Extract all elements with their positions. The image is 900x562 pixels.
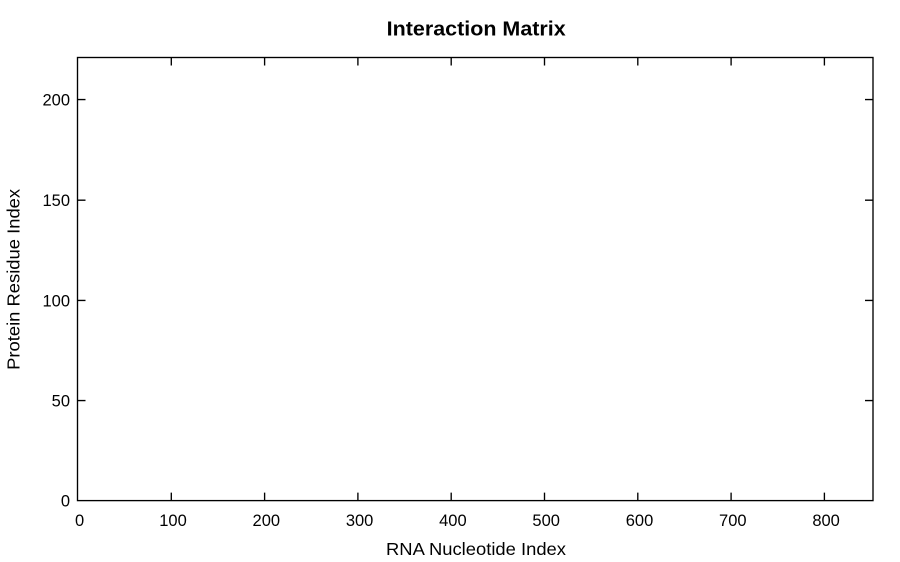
svg-text:Protein Residue Index: Protein Residue Index [4,189,24,370]
svg-text:400: 400 [439,512,467,530]
svg-text:200: 200 [253,512,281,530]
svg-text:800: 800 [812,512,840,530]
svg-text:300: 300 [346,512,374,530]
svg-text:200: 200 [42,92,70,110]
svg-text:RNA Nucleotide Index: RNA Nucleotide Index [386,539,566,559]
svg-text:0: 0 [61,493,70,511]
svg-text:100: 100 [159,512,187,530]
svg-text:100: 100 [42,292,70,310]
svg-text:150: 150 [42,192,70,210]
svg-text:50: 50 [52,393,70,411]
svg-text:600: 600 [626,512,654,530]
svg-text:500: 500 [532,512,560,530]
svg-text:700: 700 [719,512,747,530]
svg-text:Interaction Matrix: Interaction Matrix [387,19,566,41]
svg-text:0: 0 [75,512,84,530]
